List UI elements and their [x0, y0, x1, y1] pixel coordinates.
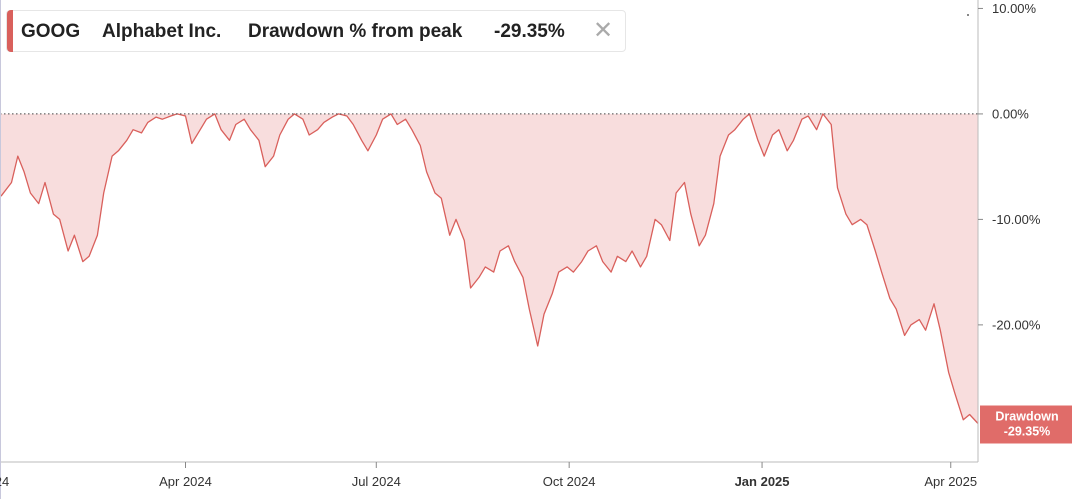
legend-company: Alphabet Inc. — [102, 21, 222, 42]
series-legend: GOOG Alphabet Inc. Drawdown % from peak … — [6, 10, 626, 52]
corner-dot — [967, 14, 969, 16]
drawdown-series-line — [0, 113, 979, 424]
legend-value: -29.35% — [494, 21, 565, 42]
x-tick-label: Apr 2025 — [924, 474, 977, 489]
y-tick-label: 0.00% — [992, 106, 1029, 121]
x-tick-label: 2024 — [0, 474, 9, 489]
x-tick-label: Oct 2024 — [543, 474, 596, 489]
x-tick-label: Apr 2024 — [159, 474, 212, 489]
drawdown-area — [1, 113, 978, 424]
y-tick-label: -10.00% — [992, 212, 1041, 227]
y-tick-label: 10.00% — [992, 1, 1037, 16]
y-tick-label: -20.00% — [992, 317, 1041, 332]
badge-label: Drawdown — [995, 410, 1058, 424]
legend-metric: Drawdown % from peak — [248, 21, 463, 42]
close-icon[interactable]: ✕ — [593, 17, 614, 44]
x-tick-label: Jul 2024 — [352, 474, 401, 489]
x-tick-label: Jan 2025 — [735, 474, 790, 489]
current-value-badge — [980, 405, 1072, 444]
legend-color-swatch — [7, 10, 13, 52]
legend-ticker: GOOG — [21, 21, 81, 42]
badge-value: -29.35% — [1004, 425, 1051, 439]
